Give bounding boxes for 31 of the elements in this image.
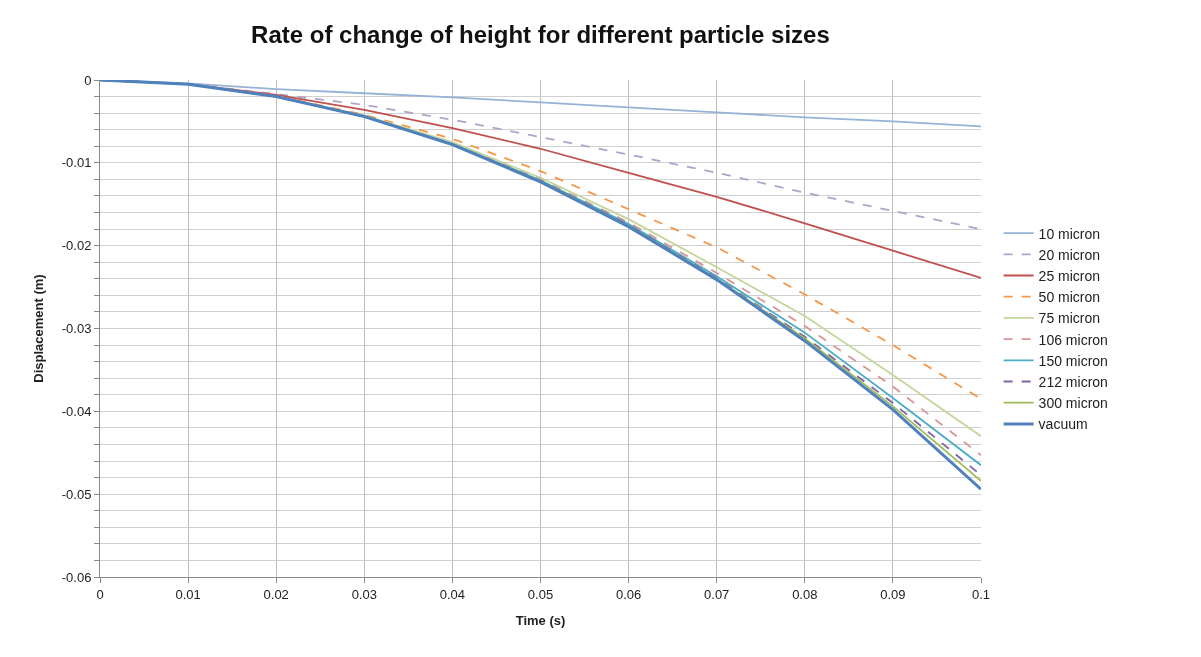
x-tick-label: 0.08: [792, 586, 818, 602]
x-tick-label: 0.04: [439, 586, 466, 602]
x-tick-label: 0.05: [527, 586, 554, 602]
x-tick-label: 0: [96, 586, 104, 602]
legend-label: 150 micron: [1038, 352, 1108, 369]
x-tick-label: 0.07: [704, 586, 730, 602]
chart-title: Rate of change of height for different particle sizes: [251, 21, 830, 49]
y-tick-label: -0.05: [61, 486, 92, 502]
legend-label: 300 micron: [1038, 395, 1108, 412]
legend-label: 106 micron: [1038, 331, 1108, 348]
y-tick-label: -0.03: [61, 321, 92, 337]
x-tick-label: 0.06: [615, 586, 642, 602]
x-axis-title: Time (s): [515, 613, 566, 629]
y-axis-title: Displacement (m): [30, 274, 46, 383]
x-tick-label: 0.09: [880, 586, 906, 602]
legend-label: 10 micron: [1038, 225, 1101, 242]
legend-label: 20 micron: [1038, 246, 1101, 263]
y-tick-label: -0.04: [61, 403, 92, 419]
x-tick-label: 0.1: [971, 586, 991, 602]
legend-label: 25 micron: [1038, 267, 1101, 284]
legend-label: 212 micron: [1038, 373, 1108, 390]
y-tick-label: -0.06: [61, 569, 92, 585]
y-tick-label: -0.01: [61, 155, 92, 171]
legend-label: 75 micron: [1038, 310, 1101, 327]
legend-label: vacuum: [1038, 416, 1088, 433]
x-tick-label: 0.03: [351, 586, 377, 602]
x-tick-label: 0.02: [263, 586, 289, 602]
y-tick-label: -0.02: [61, 238, 92, 254]
legend-label: 50 micron: [1038, 289, 1101, 306]
x-tick-label: 0.01: [175, 586, 201, 602]
y-tick-label: 0: [84, 72, 92, 88]
